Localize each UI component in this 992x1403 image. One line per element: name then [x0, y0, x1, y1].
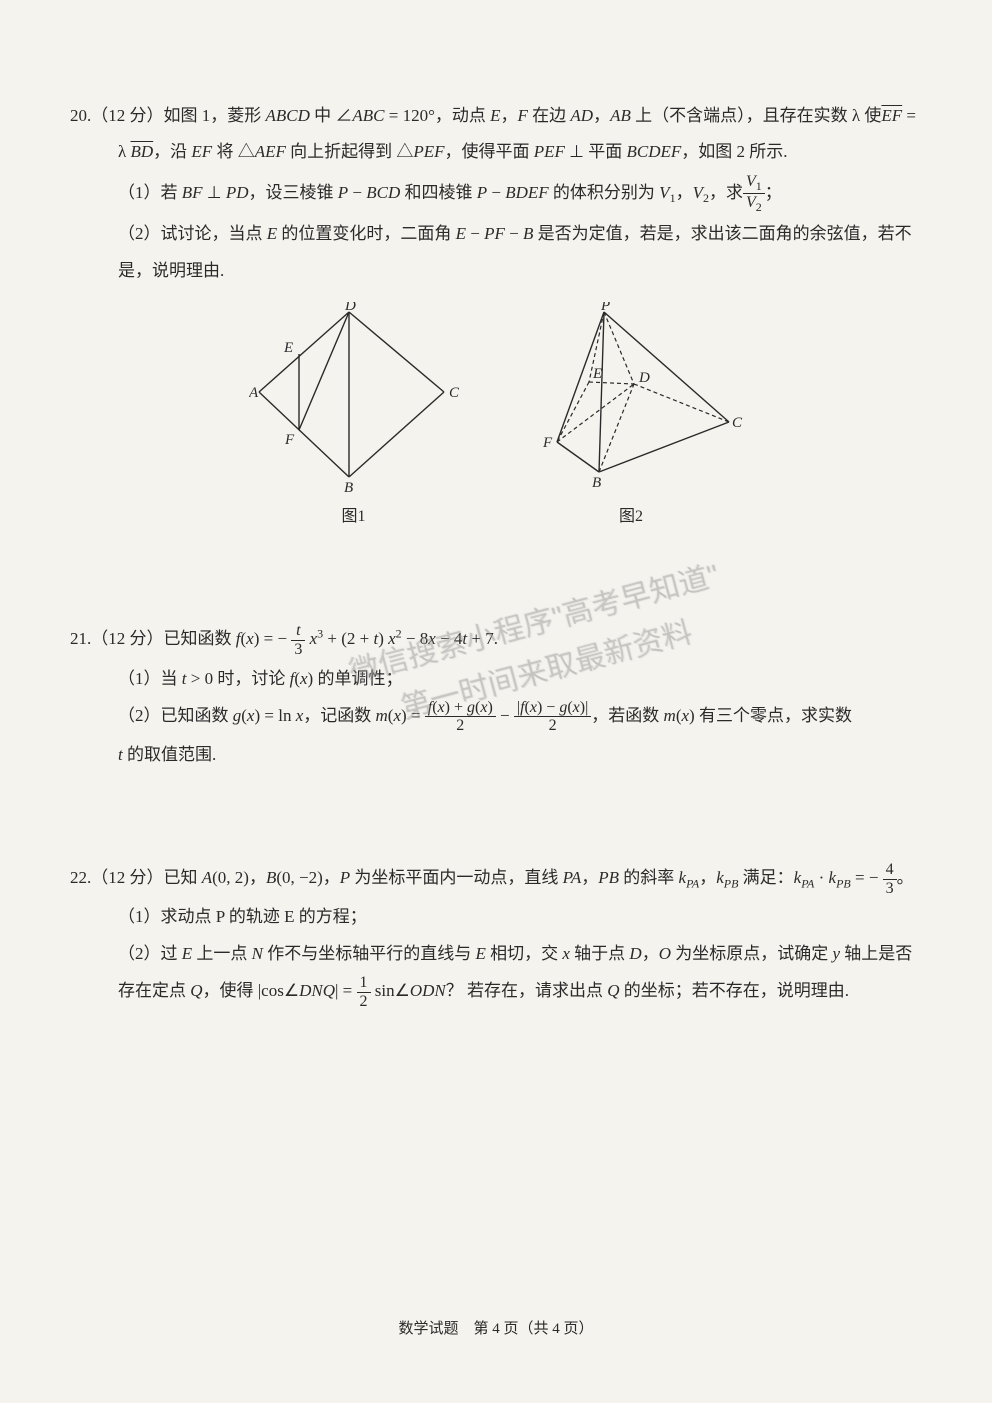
problem-21-sub2: （2）已知函数 g(x) = ln x，记函数 m(x) = f(x) + g(… [70, 699, 922, 735]
problem-21-sub1: （1）当 t > 0 时，讨论 f(x) 的单调性； [70, 663, 922, 695]
svg-text:E: E [283, 340, 293, 356]
problem-20-points: （12 分） [91, 106, 163, 125]
svg-text:F: F [284, 432, 295, 448]
svg-text:A: A [249, 385, 259, 401]
problem-20-intro: 20.（12 分）如图 1，菱形 ABCD 中 ∠ABC = 120°，动点 E… [70, 100, 922, 132]
figure-1-label: 图1 [341, 502, 365, 532]
page-footer: 数学试题 第 4 页（共 4 页） [0, 1315, 992, 1344]
figure-2-label: 图2 [619, 502, 643, 532]
problem-22-number: 22. [70, 868, 91, 887]
svg-text:C: C [732, 415, 743, 431]
problem-21-number: 21. [70, 629, 91, 648]
svg-text:F: F [542, 435, 553, 451]
svg-text:B: B [592, 475, 601, 491]
svg-text:D: D [344, 302, 356, 314]
problem-20-sub1: （1）若 BF ⊥ PD，设三棱锥 P − BCD 和四棱锥 P − BDEF … [70, 173, 922, 215]
problem-22-points: （12 分） [91, 868, 163, 887]
problem-22: 22.（12 分）已知 A(0, 2)，B(0, −2)，P 为坐标平面内一动点… [70, 861, 922, 1010]
svg-text:B: B [344, 480, 353, 492]
problem-21-sub2b: t 的取值范围. [70, 739, 922, 771]
svg-text:C: C [449, 385, 459, 401]
problem-20-number: 20. [70, 106, 91, 125]
problem-22-intro: 22.（12 分）已知 A(0, 2)，B(0, −2)，P 为坐标平面内一动点… [70, 861, 922, 897]
problem-20-sub2: （2）试讨论，当点 E 的位置变化时，二面角 E − PF − B 是否为定值，… [70, 218, 922, 250]
problem-21: 21.（12 分）已知函数 f(x) = − t3 x3 + (2 + t) x… [70, 622, 922, 771]
problem-20-sub2b: 是，说明理由. [70, 255, 922, 287]
problem-20-figures: A B C D E F 图1 [70, 302, 922, 532]
figure-2-svg: P B C F E D [519, 302, 744, 492]
problem-20: 20.（12 分）如图 1，菱形 ABCD 中 ∠ABC = 120°，动点 E… [70, 100, 922, 532]
problem-20-line2: λ BD，沿 EF 将 △AEF 向上折起得到 △PEF，使得平面 PEF ⊥ … [70, 136, 922, 168]
problem-22-sub3: 存在定点 Q，使得 |cos∠DNQ| = 12 sin∠ODN？ 若存在，请求… [70, 974, 922, 1010]
problem-21-intro: 21.（12 分）已知函数 f(x) = − t3 x3 + (2 + t) x… [70, 622, 922, 658]
problem-22-sub1: （1）求动点 P 的轨迹 E 的方程； [70, 901, 922, 933]
problem-21-points: （12 分） [91, 629, 163, 648]
problem-22-sub2: （2）过 E 上一点 N 作不与坐标轴平行的直线与 E 相切，交 x 轴于点 D… [70, 938, 922, 970]
figure-1-svg: A B C D E F [249, 302, 459, 492]
svg-text:P: P [600, 302, 610, 314]
svg-text:E: E [592, 366, 602, 382]
svg-text:D: D [638, 370, 650, 386]
figure-2: P B C F E D 图2 [519, 302, 744, 532]
figure-1: A B C D E F 图1 [249, 302, 459, 532]
